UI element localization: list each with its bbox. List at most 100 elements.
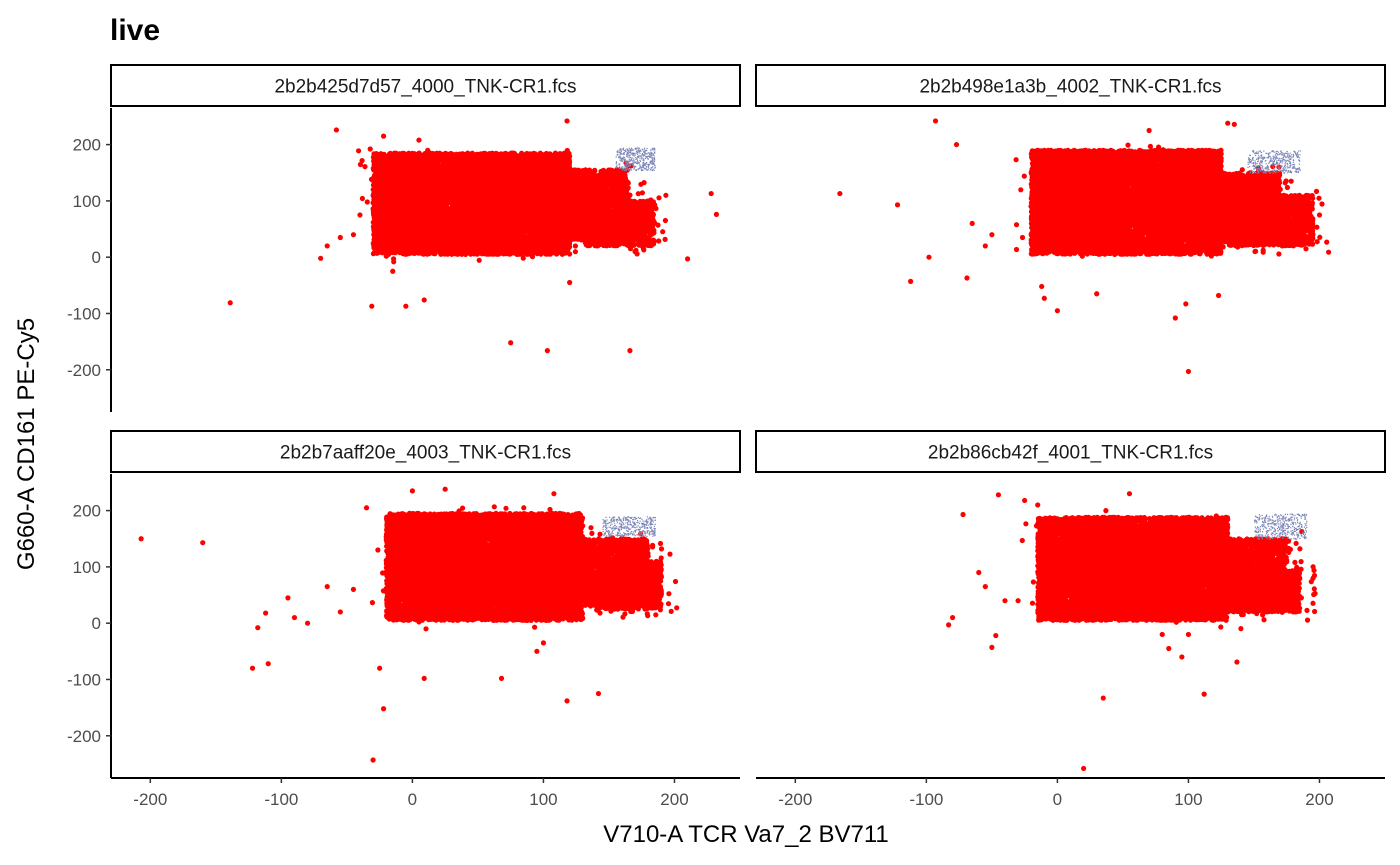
outlier-point [1146, 127, 1152, 134]
outlier-point [964, 275, 970, 281]
outlier-point [263, 610, 269, 616]
outlier-point [318, 255, 324, 261]
outlier-point [595, 690, 602, 697]
outlier-point [380, 133, 387, 139]
x-tick-label: 100 [529, 790, 557, 809]
x-tick-label: -100 [264, 790, 298, 809]
event-points [227, 118, 720, 354]
outlier-point [1159, 631, 1165, 638]
outlier-point [534, 648, 540, 654]
event-cloud [369, 504, 680, 632]
outlier-point [564, 698, 570, 704]
outlier-point [982, 243, 988, 249]
outlier-point [350, 586, 357, 593]
y-tick-label: 0 [92, 248, 101, 267]
y-tick-label: 0 [92, 614, 101, 633]
outlier-point [708, 190, 714, 197]
outlier-point [1002, 598, 1008, 604]
outlier-point [403, 303, 409, 309]
y-tick-label: -200 [67, 361, 101, 380]
facet-strip [110, 64, 741, 107]
outlier-point [409, 488, 415, 494]
axes: -200 -100 0 100 200 -200 -100 0 100 200 -200 -100 0 1… [67, 108, 1385, 809]
outlier-point [713, 211, 720, 217]
outlier-point [200, 540, 206, 546]
outlier-point [138, 536, 144, 542]
facet-label: 2b2b425d7d57_4000_TNK-CR1.fcs [274, 77, 576, 98]
facet-label: 2b2b86cb42f_4001_TNK-CR1.fcs [928, 443, 1213, 464]
y-tick-label: 200 [73, 502, 101, 521]
outlier-point [416, 137, 422, 143]
outlier-point [908, 278, 914, 284]
outlier-point [377, 665, 383, 671]
outlier-point [1231, 121, 1237, 127]
outlier-point [1316, 212, 1323, 218]
outlier-point [350, 232, 357, 238]
outlier-point [337, 234, 343, 241]
facet-panel: 2b2b7aaff20e_4003_TNK-CR1.fcs [110, 430, 741, 763]
outlier-point [521, 505, 527, 511]
event-points [138, 486, 680, 763]
x-tick-label: 0 [1053, 790, 1062, 809]
outlier-point [1126, 491, 1133, 497]
outlier-point [1290, 598, 1296, 604]
outlier-point [508, 340, 514, 346]
outlier-point [946, 622, 952, 628]
outlier-point [684, 256, 691, 262]
outlier-point [324, 243, 330, 249]
outlier-point [498, 675, 505, 681]
outlier-point [1277, 569, 1283, 576]
x-tick-label: 200 [1305, 790, 1333, 809]
facet-strip [755, 64, 1386, 107]
outlier-point [1201, 691, 1207, 697]
y-tick-label: 200 [73, 136, 101, 155]
outlier-point [390, 268, 396, 274]
outlier-point [564, 118, 570, 124]
event-points [837, 118, 1332, 375]
y-tick-label: -200 [67, 727, 101, 746]
outlier-point [1094, 291, 1100, 297]
outlier-point [1215, 292, 1222, 299]
facet-strip [755, 430, 1386, 473]
x-tick-label: -200 [133, 790, 167, 809]
outlier-point [1166, 645, 1172, 652]
facet-panel: 2b2b498e1a3b_4002_TNK-CR1.fcs [755, 64, 1386, 375]
outlier-point [337, 609, 343, 615]
x-tick-label: 100 [1174, 790, 1202, 809]
outlier-point [1015, 598, 1021, 604]
outlier-point [953, 141, 960, 148]
outlier-point [544, 348, 550, 354]
outlier-point [421, 297, 427, 303]
outlier-point [1179, 654, 1185, 660]
outlier-point [265, 661, 271, 667]
y-tick-label: -100 [67, 670, 101, 689]
outlier-point [567, 279, 573, 286]
outlier-point [1054, 308, 1060, 314]
outlier-point [926, 254, 932, 260]
outlier-point [363, 505, 370, 511]
outlier-point [1039, 283, 1045, 290]
x-tick-label: 0 [408, 790, 417, 809]
y-tick-label: 100 [73, 558, 101, 577]
outlier-point [627, 348, 633, 354]
outlier-point [324, 583, 330, 590]
outlier-point [249, 665, 256, 671]
outlier-point [993, 632, 999, 639]
outlier-point [1183, 301, 1189, 307]
outlier-point [837, 190, 843, 197]
outlier-point [357, 212, 363, 218]
chart-title: live [110, 14, 160, 47]
outlier-point [285, 595, 291, 601]
facet-strip [110, 430, 741, 473]
outlier-point [304, 620, 311, 626]
outlier-point [255, 625, 261, 631]
facet-label: 2b2b7aaff20e_4003_TNK-CR1.fcs [280, 443, 571, 464]
outlier-point [369, 303, 375, 309]
x-tick-label: -200 [778, 790, 812, 809]
outlier-point [989, 644, 995, 650]
outlier-point [1022, 497, 1028, 504]
outlier-point [442, 486, 448, 492]
x-tick-label: 200 [660, 790, 688, 809]
event-cloud [355, 146, 669, 265]
